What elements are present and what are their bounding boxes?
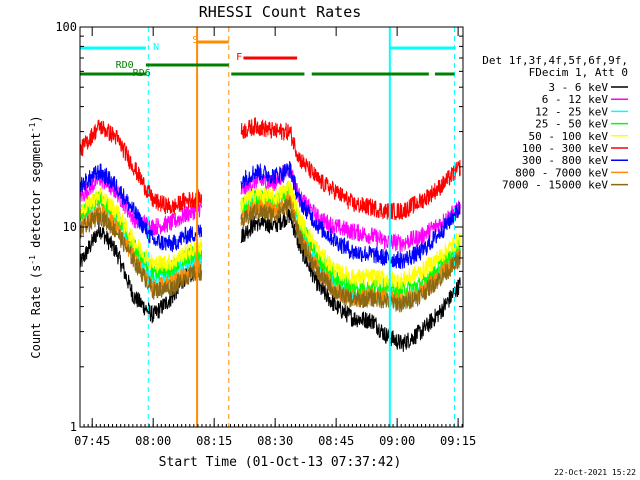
series-line-8 — [79, 197, 461, 313]
y-tick-label: 1 — [70, 420, 77, 434]
y-tick-label: 10 — [63, 220, 77, 234]
chart-title: RHESSI Count Rates — [199, 3, 362, 21]
legend-entry-label: 6 - 12 keV — [542, 93, 609, 106]
x-axis-label: Start Time (01-Oct-13 07:37:42) — [159, 455, 402, 470]
legend-entry-label: 300 - 800 keV — [522, 154, 608, 167]
flag-label-rd6: RD6 — [133, 68, 151, 79]
x-tick-label: 08:45 — [318, 434, 354, 448]
x-tick-label: 09:00 — [379, 434, 415, 448]
y-axis-label-part-3: ) — [29, 115, 43, 122]
series-line-4 — [79, 180, 461, 290]
x-tick-label: 08:30 — [257, 434, 293, 448]
svg-text:Count Rate (s-1 detector segme: Count Rate (s-1 detector segment-1) — [28, 115, 43, 358]
flag-label-n: N — [153, 42, 159, 53]
y-tick-label: 100 — [55, 20, 77, 34]
legend-entry-label: 3 - 6 keV — [548, 81, 608, 94]
y-axis-label-exp-2: -1 — [28, 122, 37, 132]
series-line-5 — [79, 117, 461, 221]
flag-label-s: S — [192, 35, 198, 46]
y-axis-label-part-2: detector segment — [29, 132, 43, 255]
y-axis-label-part-1: Count Rate (s — [29, 265, 43, 359]
legend-entry-label: 50 - 100 keV — [529, 130, 609, 143]
x-tick-label: 08:00 — [135, 434, 171, 448]
legend-header-line-2: FDecim 1, Att 0 — [529, 66, 628, 79]
x-tick-label: 09:15 — [440, 434, 476, 448]
legend-entry-label: 100 - 300 keV — [522, 142, 608, 155]
legend: Det 1f,3f,4f,5f,6f,9f, FDecim 1, Att 0 3… — [482, 54, 628, 192]
flag-label-rd0: RD0 — [116, 60, 134, 71]
legend-header-line-1: Det 1f,3f,4f,5f,6f,9f, — [482, 54, 628, 67]
legend-entry-label: 12 - 25 keV — [535, 105, 608, 118]
y-axis-label-exp-1: -1 — [28, 255, 37, 265]
footer-timestamp: 22-Oct-2021 15:22 — [554, 468, 636, 477]
legend-entry-label: 25 - 50 keV — [535, 118, 608, 131]
series-line-6 — [79, 161, 461, 269]
x-tick-label: 07:45 — [74, 434, 110, 448]
flag-label-f: F — [236, 52, 242, 63]
y-axis-label: Count Rate (s-1 detector segment-1) — [28, 115, 43, 358]
legend-entry-label: 7000 - 15000 keV — [502, 179, 608, 192]
x-tick-label: 08:15 — [196, 434, 232, 448]
legend-entry-label: 800 - 7000 keV — [515, 166, 608, 179]
